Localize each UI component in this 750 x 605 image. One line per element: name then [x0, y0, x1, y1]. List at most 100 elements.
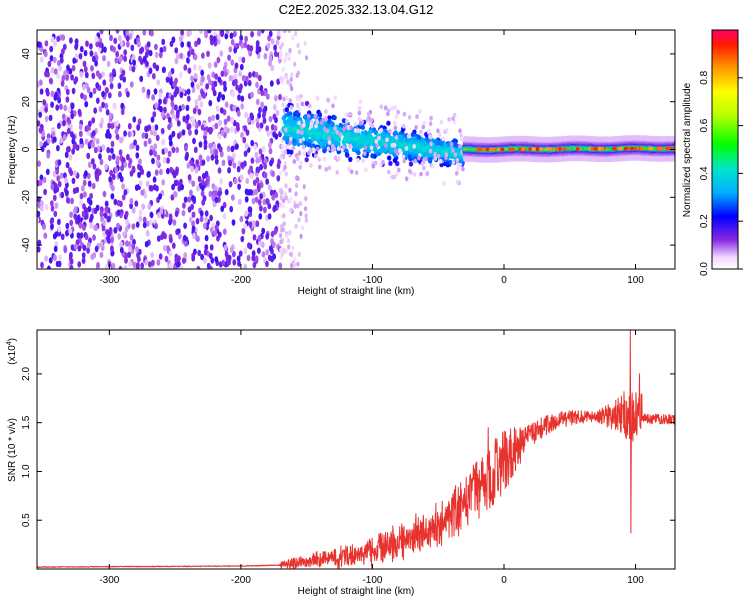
noise-dot	[74, 53, 79, 60]
noise-fringe-dot	[283, 160, 287, 167]
noise-dot	[188, 30, 192, 36]
noise-dot	[169, 262, 173, 269]
narrow-signal-hotspot	[538, 147, 543, 151]
broad-signal-halo-dot	[297, 120, 301, 126]
noise-fringe-dot	[304, 206, 308, 212]
noise-dot	[175, 112, 180, 119]
noise-dot	[223, 244, 228, 251]
noise-dot	[57, 122, 61, 130]
noise-dot	[73, 243, 78, 250]
noise-dot	[144, 259, 149, 266]
noise-dot	[63, 104, 68, 112]
broad-signal-halo-dot	[330, 143, 335, 149]
broad-signal-halo-dot	[451, 116, 455, 121]
broad-signal-dot	[338, 127, 343, 133]
noise-dot	[45, 90, 50, 97]
snr-x-tick-label: 0	[501, 575, 507, 586]
noise-dot	[238, 70, 243, 78]
broad-signal-halo-dot	[425, 171, 429, 177]
noise-dot	[68, 154, 73, 161]
spectrogram-y-label: Frequency (Hz)	[7, 116, 18, 185]
noise-dot	[179, 91, 184, 99]
noise-dot	[66, 127, 71, 135]
noise-dot	[180, 30, 184, 36]
broad-signal-halo-dot	[394, 135, 399, 140]
broad-signal-halo-dot	[374, 139, 379, 144]
noise-dot	[235, 122, 240, 129]
broad-signal-halo-dot	[289, 136, 293, 142]
noise-dot	[177, 233, 182, 240]
noise-dot	[141, 132, 146, 139]
noise-dot	[268, 116, 273, 123]
noise-dot	[261, 145, 266, 153]
noise-dot	[55, 104, 60, 111]
narrow-signal-hotspot	[658, 146, 663, 151]
noise-dot	[247, 79, 252, 87]
noise-dot	[69, 211, 73, 218]
noise-dot	[46, 137, 51, 144]
noise-dot	[253, 143, 257, 150]
noise-dot	[131, 54, 136, 61]
noise-dot	[54, 202, 59, 209]
broad-signal-dot	[387, 155, 392, 161]
noise-dot	[137, 255, 141, 263]
noise-fringe-dot	[281, 227, 285, 233]
broad-signal-halo-dot	[321, 117, 326, 123]
noise-dot	[104, 206, 109, 213]
noise-dot	[218, 146, 223, 153]
noise-fringe-dot	[297, 217, 301, 223]
noise-dot	[151, 125, 156, 132]
noise-dot	[102, 230, 107, 237]
noise-dot	[266, 42, 271, 49]
broad-signal-dot	[287, 130, 293, 136]
noise-dot	[72, 187, 77, 194]
broad-signal-halo-dot	[299, 93, 303, 99]
noise-dot	[94, 245, 99, 253]
noise-dot	[132, 59, 137, 66]
noise-dot	[69, 169, 74, 176]
noise-dot	[109, 34, 113, 42]
noise-dot	[102, 219, 107, 226]
noise-dot	[251, 250, 256, 257]
noise-dot	[71, 133, 76, 141]
broad-signal-halo-dot	[327, 165, 332, 171]
noise-dot	[137, 118, 142, 125]
noise-dot	[275, 39, 280, 46]
noise-dot	[89, 50, 94, 57]
noise-dot	[273, 125, 278, 132]
noise-dot	[232, 104, 237, 112]
noise-dot	[214, 122, 219, 130]
noise-dot	[131, 243, 136, 250]
noise-fringe-dot	[288, 47, 292, 54]
noise-dot	[147, 203, 152, 210]
broad-signal-halo-dot	[439, 119, 444, 125]
noise-dot	[257, 46, 262, 53]
noise-fringe-dot	[279, 44, 283, 50]
noise-dot	[112, 46, 116, 53]
broad-signal-halo-dot	[459, 136, 464, 142]
noise-dot	[53, 245, 58, 253]
noise-fringe-dot	[279, 239, 283, 245]
broad-signal-dot	[329, 121, 335, 127]
noise-dot	[125, 35, 130, 42]
noise-dot	[230, 39, 235, 46]
noise-dot	[86, 172, 91, 180]
noise-dot	[39, 174, 44, 181]
noise-dot	[146, 89, 151, 96]
noise-dot	[104, 102, 109, 110]
noise-dot	[224, 33, 229, 40]
noise-dot	[95, 82, 100, 89]
noise-dot	[44, 255, 48, 262]
noise-dot	[263, 163, 267, 170]
noise-dot	[181, 209, 186, 217]
colorbar-tick-label: 0.4	[699, 166, 710, 180]
broad-signal-halo-dot	[333, 125, 337, 131]
noise-dot	[154, 124, 159, 131]
noise-dot	[107, 92, 112, 99]
noise-dot	[70, 74, 74, 81]
noise-dot	[144, 51, 149, 59]
noise-dot	[204, 216, 209, 223]
noise-dot	[257, 199, 262, 206]
noise-dot	[146, 41, 151, 48]
broad-signal-halo-dot	[353, 121, 358, 127]
